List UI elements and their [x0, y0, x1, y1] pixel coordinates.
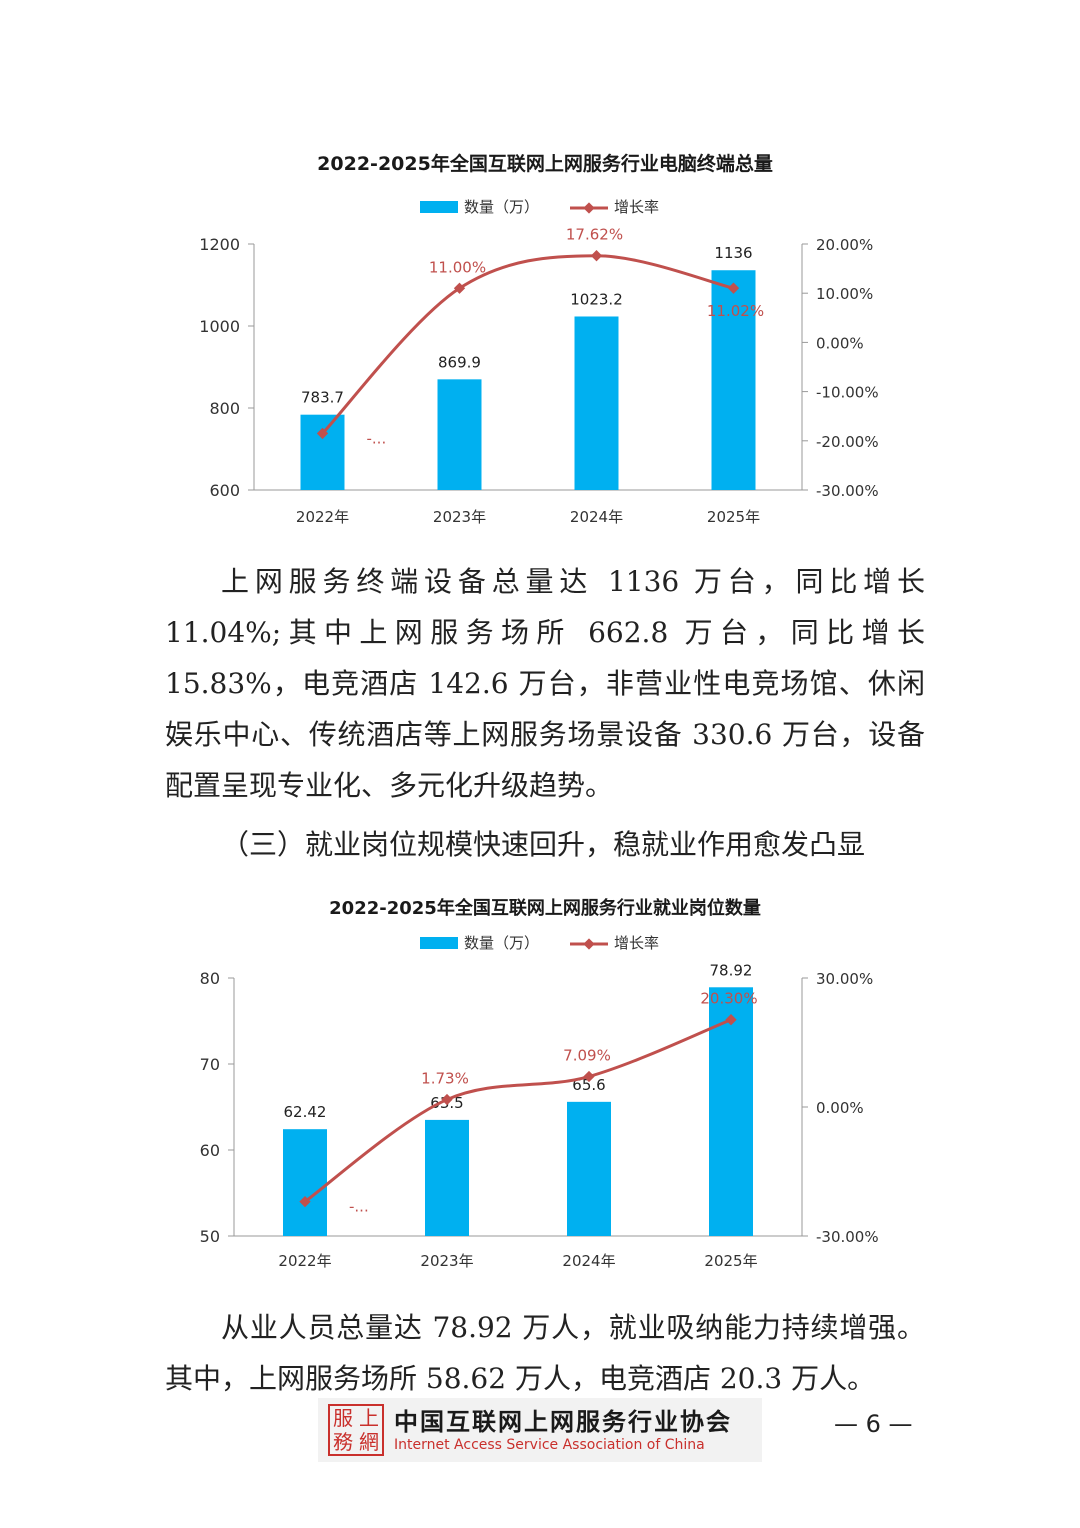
growth-rate-point: [583, 1070, 595, 1083]
legend-line-marker: [583, 202, 595, 214]
bar-value-label: 783.7: [301, 389, 344, 407]
right-tick-label: 0.00%: [816, 1099, 864, 1117]
association-name-en: Internet Access Service Association of C…: [394, 1437, 705, 1453]
left-tick-label: 50: [200, 1227, 220, 1246]
chart-title: 2022-2025年全国互联网上网服务行业就业岗位数量: [329, 897, 761, 919]
left-tick-label: 800: [209, 399, 240, 418]
left-tick-label: 600: [209, 481, 240, 500]
growth-rate-label: 17.62%: [566, 226, 623, 244]
bar-value-label: 1136: [714, 244, 752, 262]
right-tick-label: 10.00%: [816, 285, 873, 303]
growth-rate-label: 11.00%: [429, 258, 486, 276]
seal-char: 服: [333, 1406, 353, 1430]
legend-bar-label: 数量（万）: [464, 198, 539, 216]
bar-value-label: 78.92: [710, 961, 753, 979]
association-name-cn: 中国互联网上网服务行业协会: [394, 1407, 732, 1436]
terminal-count-chart: 2022-2025年全国互联网上网服务行业电脑终端总量数量（万） 增长率 600 80…: [190, 132, 890, 537]
legend-bar-swatch: [420, 937, 458, 949]
terminal-summary-paragraph: 上网服务终端设备总量达 1136 万台，同比增长 11.04%;其中上网服务场所…: [165, 565, 925, 802]
association-footer-logo: 服 上 務 網 中国互联网上网服务行业协会 Internet Access Se…: [318, 1398, 762, 1462]
bar: [709, 987, 753, 1236]
growth-rate-point: [727, 282, 740, 294]
left-tick-label: 1200: [199, 235, 240, 254]
bar: [574, 316, 619, 490]
right-tick-label: 20.00%: [816, 236, 873, 254]
right-tick-label: -20.00%: [816, 433, 879, 451]
growth-rate-label: -...: [349, 1198, 369, 1216]
legend-bar-label: 数量（万）: [464, 934, 539, 952]
legend-line-label: 增长率: [614, 934, 659, 952]
category-label: 2022年: [278, 1252, 331, 1270]
section-heading-employment: （三）就业岗位规模快速回升，稳就业作用愈发凸显: [221, 828, 866, 861]
right-tick-label: -10.00%: [816, 384, 879, 402]
employment-summary-paragraph: 从业人员总量达 78.92 万人，就业吸纳能力持续增强。其中，上网服务场所 58…: [165, 1311, 925, 1395]
left-tick-label: 1000: [199, 317, 240, 336]
employment-count-chart: 2022-2025年全国互联网上网服务行业就业岗位数量数量（万） 增长率 50 60 7…: [190, 888, 890, 1283]
bar: [300, 414, 345, 490]
category-label: 2025年: [704, 1252, 757, 1270]
seal-char: 上: [359, 1406, 379, 1430]
category-label: 2022年: [296, 508, 349, 526]
chart-title: 2022-2025年全国互联网上网服务行业电脑终端总量: [317, 152, 773, 175]
category-label: 2024年: [570, 508, 623, 526]
growth-rate-label: 7.09%: [563, 1047, 611, 1065]
bar-value-label: 65.6: [572, 1076, 605, 1094]
growth-rate-line: [304, 1018, 732, 1203]
right-tick-label: -30.00%: [816, 482, 879, 500]
left-tick-label: 80: [200, 969, 220, 988]
bar: [437, 379, 482, 490]
seal-char: 網: [359, 1430, 379, 1454]
growth-rate-label: 11.02%: [707, 302, 764, 320]
right-tick-label: 30.00%: [816, 970, 873, 988]
bar: [425, 1119, 469, 1236]
seal-char: 務: [333, 1430, 353, 1454]
category-label: 2023年: [420, 1252, 473, 1270]
bar: [567, 1101, 611, 1236]
growth-rate-label: -...: [367, 429, 387, 447]
growth-rate-point: [725, 1014, 737, 1026]
growth-rate-line: [321, 254, 734, 435]
right-tick-label: -30.00%: [816, 1228, 879, 1246]
right-tick-label: 0.00%: [816, 334, 864, 352]
bar: [711, 270, 756, 490]
bar-value-label: 1023.2: [570, 290, 623, 308]
growth-rate-label: 20.30%: [700, 990, 757, 1008]
growth-rate-label: 1.73%: [421, 1070, 469, 1088]
left-tick-label: 70: [200, 1055, 220, 1074]
growth-rate-point: [316, 427, 329, 440]
bar-value-label: 62.42: [284, 1103, 327, 1121]
category-label: 2024年: [562, 1252, 615, 1270]
legend-line-marker: [583, 938, 595, 950]
growth-rate-point: [590, 250, 603, 262]
bar: [283, 1129, 327, 1236]
growth-rate-point: [453, 282, 466, 294]
page-number: — 6 —: [834, 1410, 913, 1438]
category-label: 2023年: [433, 508, 486, 526]
legend-bar-swatch: [420, 201, 458, 213]
category-label: 2025年: [707, 508, 760, 526]
left-tick-label: 60: [200, 1141, 220, 1160]
association-seal-icon: 服 上 務 網: [328, 1404, 384, 1456]
legend-line-label: 增长率: [614, 198, 659, 216]
bar-value-label: 869.9: [438, 353, 481, 371]
